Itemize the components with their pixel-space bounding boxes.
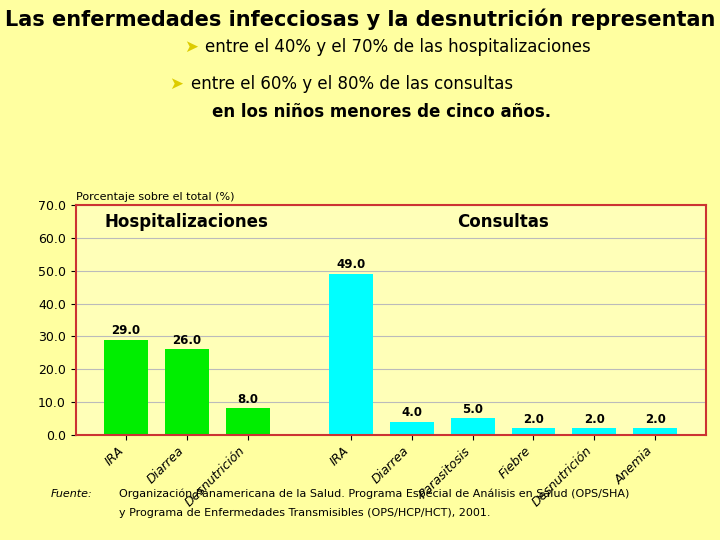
Bar	[572, 428, 616, 435]
Bar	[633, 428, 677, 435]
Text: 49.0: 49.0	[336, 259, 366, 272]
Text: 2.0: 2.0	[584, 413, 605, 426]
Text: Fuente:: Fuente:	[50, 489, 92, 499]
Text: 2.0: 2.0	[523, 413, 544, 426]
Bar	[104, 340, 148, 435]
Text: Organización Panamericana de la Salud. Programa Especial de Análisis en Salud (O: Organización Panamericana de la Salud. P…	[119, 489, 629, 499]
Text: entre el 60% y el 80% de las consultas: entre el 60% y el 80% de las consultas	[191, 75, 513, 93]
Text: y Programa de Enfermedades Transmisibles (OPS/HCP/HCT), 2001.: y Programa de Enfermedades Transmisibles…	[119, 508, 490, 518]
Text: 8.0: 8.0	[237, 393, 258, 406]
Bar	[512, 428, 555, 435]
Text: 29.0: 29.0	[112, 324, 140, 337]
Text: en los niños menores de cinco años.: en los niños menores de cinco años.	[212, 103, 552, 121]
Text: Hospitalizaciones: Hospitalizaciones	[105, 213, 269, 231]
Text: Las enfermedades infecciosas y la desnutrición representan: Las enfermedades infecciosas y la desnut…	[5, 8, 715, 30]
Text: 4.0: 4.0	[401, 406, 423, 419]
Text: 5.0: 5.0	[462, 403, 483, 416]
Bar	[390, 422, 433, 435]
Text: ➤: ➤	[169, 75, 184, 93]
Bar	[329, 274, 373, 435]
Text: ➤: ➤	[184, 38, 198, 56]
Bar	[165, 349, 209, 435]
Text: 26.0: 26.0	[172, 334, 202, 347]
Bar	[226, 408, 269, 435]
Text: Consultas: Consultas	[457, 213, 549, 231]
Bar	[451, 418, 495, 435]
Text: 2.0: 2.0	[644, 413, 665, 426]
Text: entre el 40% y el 70% de las hospitalizaciones: entre el 40% y el 70% de las hospitaliza…	[205, 38, 591, 56]
Text: Porcentaje sobre el total (%): Porcentaje sobre el total (%)	[76, 192, 234, 202]
